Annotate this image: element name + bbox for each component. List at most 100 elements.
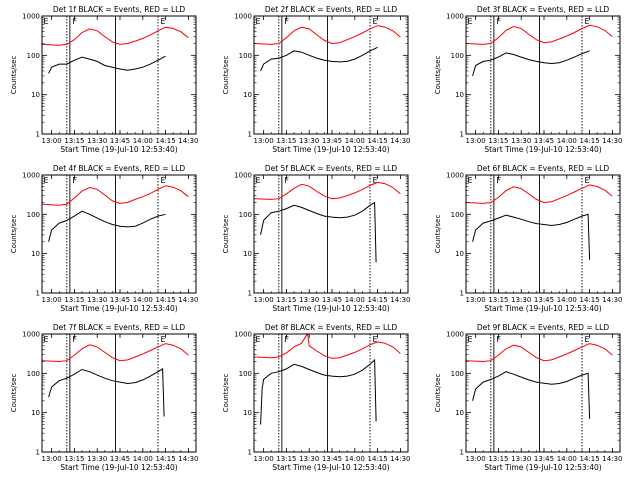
x-tick-label: 13:30 <box>87 296 107 304</box>
panel-title: Det 2f BLACK = Events, RED = LLD <box>265 5 398 14</box>
y-tick-label: 1000 <box>234 172 252 180</box>
x-tick-label: 14:15 <box>156 137 176 145</box>
panel-det-3f: Det 3f BLACK = Events, RED = LLD E F E 1 10 10… <box>434 5 622 154</box>
marker-label: F <box>496 176 501 185</box>
x-axis-label: Start Time (19-Jul-10 12:53:40) <box>484 463 601 472</box>
y-tick-label: 1 <box>460 449 464 457</box>
panel-det-4f: Det 4f BLACK = Events, RED = LLD E F E 1 10 10… <box>10 164 198 313</box>
series-line-events <box>48 368 165 417</box>
marker-label: E <box>585 335 590 344</box>
x-tick-label: 13:00 <box>466 455 486 463</box>
x-tick-label: 14:15 <box>368 137 388 145</box>
marker-label: E <box>161 176 166 185</box>
y-tick-label: 1 <box>248 131 252 139</box>
y-tick-label: 10 <box>31 250 40 258</box>
x-axis-label: Start Time (19-Jul-10 12:53:40) <box>272 304 389 313</box>
x-tick-label: 14:00 <box>557 455 577 463</box>
x-tick-label: 14:00 <box>133 455 153 463</box>
x-tick-label: 13:45 <box>534 137 554 145</box>
x-axis-label: Start Time (19-Jul-10 12:53:40) <box>272 145 389 154</box>
x-tick-label: 14:15 <box>368 455 388 463</box>
x-tick-label: 14:30 <box>178 455 198 463</box>
x-tick-label: 13:45 <box>110 296 130 304</box>
y-tick-label: 100 <box>451 370 464 378</box>
y-tick-label: 1 <box>36 290 40 298</box>
y-tick-label: 10 <box>31 409 40 417</box>
marker-label: F <box>72 176 77 185</box>
y-tick-label: 100 <box>451 52 464 60</box>
panel-title: Det 3f BLACK = Events, RED = LLD <box>477 5 610 14</box>
y-tick-label: 10 <box>455 91 464 99</box>
marker-label: E <box>373 335 378 344</box>
x-tick-label: 14:15 <box>368 296 388 304</box>
marker-label: E <box>467 335 472 344</box>
y-tick-label: 100 <box>239 52 252 60</box>
x-axis-label: Start Time (19-Jul-10 12:53:40) <box>60 145 177 154</box>
marker-label: E <box>373 17 378 26</box>
x-axis-label: Start Time (19-Jul-10 12:53:40) <box>272 463 389 472</box>
y-tick-label: 10 <box>455 250 464 258</box>
y-axis-label: Counts/sec <box>222 215 230 254</box>
y-tick-label: 100 <box>27 52 40 60</box>
x-axis-label: Start Time (19-Jul-10 12:53:40) <box>484 304 601 313</box>
y-tick-label: 100 <box>451 211 464 219</box>
marker-label: F <box>284 176 289 185</box>
x-tick-label: 13:45 <box>534 296 554 304</box>
y-tick-label: 10 <box>243 409 252 417</box>
panel-title: Det 6f BLACK = Events, RED = LLD <box>477 164 610 173</box>
panel-det-9f: Det 9f BLACK = Events, RED = LLD E F E 1 10 10… <box>434 323 622 472</box>
series-line-events <box>472 50 590 77</box>
series-line-events <box>260 46 378 72</box>
y-tick-label: 1000 <box>22 13 40 21</box>
panel-det-6f: Det 6f BLACK = Events, RED = LLD E F E 1 10 10… <box>434 164 622 313</box>
panel-title: Det 9f BLACK = Events, RED = LLD <box>477 323 610 332</box>
x-tick-label: 14:30 <box>178 296 198 304</box>
x-tick-label: 14:15 <box>156 296 176 304</box>
x-tick-label: 13:45 <box>322 296 342 304</box>
x-tick-label: 14:00 <box>345 137 365 145</box>
panel-det-5f: Det 5f BLACK = Events, RED = LLD E F E 1 10 10… <box>222 164 410 313</box>
marker-label: E <box>255 176 260 185</box>
x-tick-label: 13:30 <box>299 137 319 145</box>
plot-frame <box>41 15 197 135</box>
x-tick-label: 14:00 <box>557 296 577 304</box>
marker-label: E <box>255 17 260 26</box>
y-axis-label: Counts/sec <box>222 56 230 95</box>
x-tick-label: 14:30 <box>602 455 622 463</box>
marker-label: E <box>255 335 260 344</box>
x-tick-label: 13:00 <box>42 137 62 145</box>
y-tick-label: 1000 <box>22 331 40 339</box>
x-tick-label: 14:15 <box>580 137 600 145</box>
marker-label: F <box>496 335 501 344</box>
x-tick-label: 14:30 <box>390 296 410 304</box>
y-tick-label: 100 <box>239 370 252 378</box>
panel-det-8f: Det 8f BLACK = Events, RED = LLD E F E 1 10 10… <box>222 323 410 472</box>
x-tick-label: 13:00 <box>42 296 62 304</box>
plot-frame <box>465 333 621 453</box>
y-tick-label: 1 <box>460 290 464 298</box>
panel-det-1f: Det 1f BLACK = Events, RED = LLD E F E 1 10 10… <box>10 5 198 154</box>
panel-title: Det 7f BLACK = Events, RED = LLD <box>53 323 186 332</box>
marker-label: F <box>72 335 77 344</box>
x-tick-label: 14:30 <box>390 455 410 463</box>
series-line-events <box>472 371 591 419</box>
marker-label: E <box>373 176 378 185</box>
x-tick-label: 14:30 <box>602 296 622 304</box>
x-tick-label: 13:30 <box>511 296 531 304</box>
x-tick-label: 13:30 <box>511 137 531 145</box>
x-tick-label: 13:15 <box>64 455 84 463</box>
plot-frame <box>465 15 621 135</box>
y-tick-label: 1000 <box>446 172 464 180</box>
x-tick-label: 14:30 <box>178 137 198 145</box>
x-tick-label: 14:30 <box>602 137 622 145</box>
panel-title: Det 5f BLACK = Events, RED = LLD <box>265 164 398 173</box>
y-tick-label: 100 <box>239 211 252 219</box>
y-tick-label: 1000 <box>234 13 252 21</box>
x-tick-label: 13:00 <box>466 137 486 145</box>
y-tick-label: 10 <box>31 91 40 99</box>
marker-label: E <box>467 176 472 185</box>
y-axis-label: Counts/sec <box>10 374 18 413</box>
panel-title: Det 1f BLACK = Events, RED = LLD <box>53 5 186 14</box>
x-tick-label: 14:15 <box>580 455 600 463</box>
marker-label: E <box>43 176 48 185</box>
